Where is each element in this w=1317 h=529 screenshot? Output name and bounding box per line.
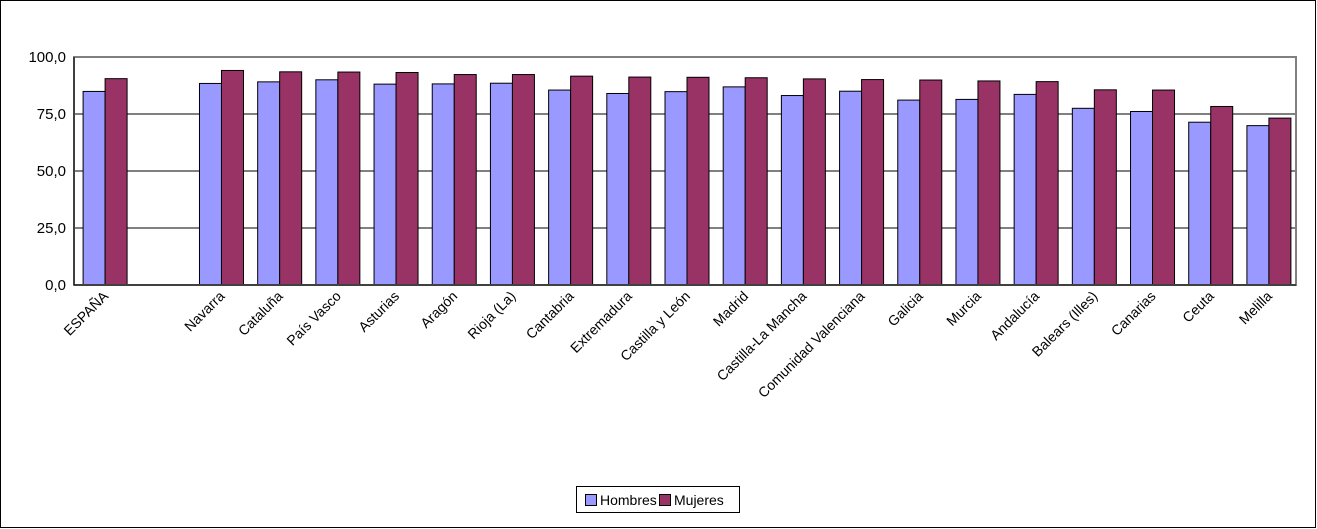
bar-mujeres — [220, 69, 244, 286]
axes — [73, 56, 1297, 286]
x-tick-label: Cantabria — [523, 288, 577, 342]
bar-hombres — [664, 91, 688, 286]
bar-hombres — [780, 95, 804, 286]
bar-hombres — [1013, 93, 1037, 286]
y-tick-label: 0,0 — [45, 277, 66, 294]
bar-mujeres — [919, 79, 943, 286]
bar-hombres — [548, 89, 572, 286]
x-tick-label: Galicia — [884, 288, 926, 330]
x-tick-label: Navarra — [181, 288, 228, 335]
bar-hombres — [489, 82, 513, 286]
bar-mujeres — [1093, 89, 1117, 286]
y-tick-labels: 0,0 25,0 50,0 75,0 100,0 — [28, 49, 66, 294]
x-tick-label: Comunidad Valenciana — [755, 288, 868, 401]
legend-label-mujeres: Mujeres — [674, 492, 724, 508]
x-tick-label: Aragón — [417, 288, 460, 331]
bar-hombres — [897, 99, 921, 286]
x-tick-label: Cataluña — [235, 288, 286, 339]
y-tick-label: 25,0 — [37, 220, 66, 237]
bar-hombres — [722, 86, 746, 286]
bar-mujeres — [337, 71, 361, 286]
x-tick-label: Melilla — [1236, 288, 1276, 328]
bar-hombres — [198, 82, 222, 286]
x-tick-label: ESPAÑA — [60, 287, 111, 338]
bar-hombres — [373, 83, 397, 286]
bar-hombres — [839, 90, 863, 286]
bar-mujeres — [279, 71, 303, 286]
bar-mujeres — [1035, 81, 1059, 286]
legend-swatch-mujeres — [659, 494, 671, 506]
legend-item-mujeres: Mujeres — [659, 492, 724, 508]
bar-mujeres — [104, 78, 128, 286]
y-tick-label: 100,0 — [28, 49, 66, 66]
bar-hombres — [257, 81, 281, 286]
bar-hombres — [315, 79, 339, 286]
x-tick-label: Murcia — [943, 288, 984, 329]
bar-mujeres — [802, 78, 826, 286]
x-tick-label: Canarias — [1108, 288, 1159, 339]
bar-hombres — [1188, 121, 1212, 286]
bar-hombres — [606, 92, 630, 286]
bar-mujeres — [686, 76, 710, 286]
bars — [82, 69, 1292, 286]
bar-mujeres — [453, 74, 477, 286]
y-tick-label: 50,0 — [37, 163, 66, 180]
x-tick-label: Rioja (La) — [464, 288, 518, 342]
x-tick-label: Ceuta — [1179, 288, 1217, 326]
bar-mujeres — [744, 77, 768, 286]
bar-mujeres — [977, 80, 1001, 286]
y-tick-label: 75,0 — [37, 106, 66, 123]
bar-hombres — [1246, 125, 1270, 286]
bar-mujeres — [1268, 117, 1292, 286]
bar-hombres — [82, 90, 106, 286]
bar-hombres — [955, 98, 979, 286]
bar-hombres — [1071, 107, 1095, 286]
bar-mujeres — [1210, 105, 1234, 286]
legend-swatch-hombres — [585, 494, 597, 506]
x-tick-label: Asturias — [355, 288, 402, 335]
bar-mujeres — [1152, 89, 1176, 286]
bar-mujeres — [395, 72, 419, 286]
bar-mujeres — [570, 75, 594, 286]
bar-hombres — [1130, 110, 1154, 286]
legend: Hombres Mujeres — [576, 486, 740, 513]
x-tick-label: Andalucía — [987, 288, 1042, 343]
bar-mujeres — [628, 76, 652, 286]
bar-mujeres — [861, 79, 885, 286]
bar-mujeres — [511, 74, 535, 286]
x-tick-label: Madrid — [710, 288, 752, 330]
legend-item-hombres: Hombres — [585, 492, 657, 508]
x-tick-label: País Vasco — [283, 288, 344, 349]
bar-hombres — [431, 83, 455, 286]
legend-label-hombres: Hombres — [600, 492, 657, 508]
